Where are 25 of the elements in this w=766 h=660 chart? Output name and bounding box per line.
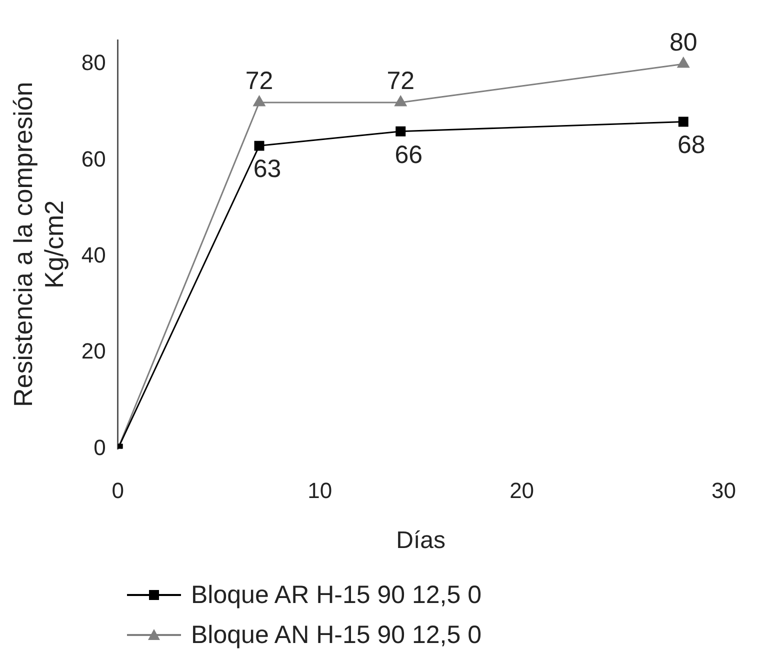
- point: [253, 96, 266, 106]
- point: [394, 96, 407, 106]
- x-axis-title: Días: [396, 527, 446, 554]
- x-tick-label: 20: [510, 478, 534, 504]
- y-tick-label: 40: [81, 242, 106, 268]
- data-label: 80: [669, 28, 698, 56]
- y-tick-label: 0: [94, 434, 106, 460]
- data-label: 68: [677, 131, 706, 160]
- y-axis-title: Resistencia a la compresión Kg/cm2: [8, 82, 69, 407]
- data-label: 72: [386, 66, 415, 95]
- x-tick-label: 30: [712, 478, 736, 504]
- point: [677, 57, 690, 68]
- data-label: 66: [394, 140, 423, 169]
- y-tick-label: 60: [81, 146, 106, 172]
- y-tick-label: 20: [81, 338, 106, 364]
- x-tick-label: 10: [308, 478, 332, 504]
- y-tick-label: 80: [81, 50, 106, 76]
- point: [678, 116, 688, 127]
- point: [254, 140, 264, 151]
- legend-label: Bloque AR H-15 90 12,5 0: [191, 580, 482, 610]
- data-label: 63: [253, 155, 282, 184]
- x-tick-label: 0: [112, 478, 124, 504]
- data-label: 72: [245, 66, 274, 95]
- legend-label: Bloque AN H-15 90 12,5 0: [191, 620, 482, 650]
- point: [396, 126, 406, 136]
